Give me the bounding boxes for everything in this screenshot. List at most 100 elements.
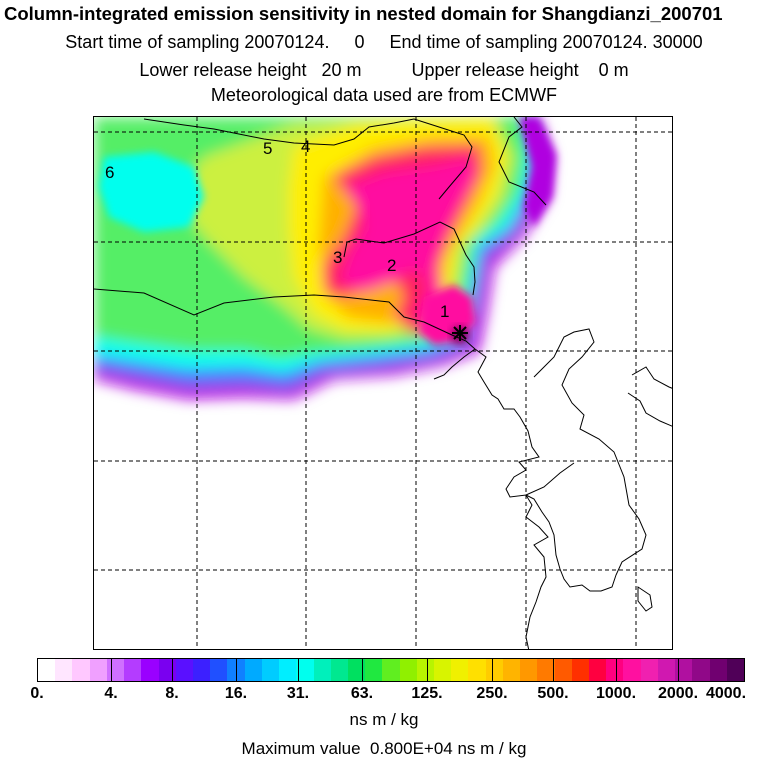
coastlines-borders — [94, 117, 672, 649]
color-scale-tick — [111, 658, 112, 682]
color-scale-segment — [468, 659, 486, 681]
scale-label: 2000. — [657, 685, 699, 702]
figure-title: Column-integrated emission sensitivity i… — [4, 3, 723, 24]
color-scale-segment — [416, 659, 435, 681]
color-scale-segment — [640, 659, 658, 681]
border-line — [343, 221, 476, 296]
scale-label: 500. — [537, 685, 569, 702]
color-scale-segment — [210, 659, 228, 681]
color-scale-segment — [657, 659, 676, 681]
color-scale-segment — [623, 659, 641, 681]
color-scale-segment — [175, 659, 193, 681]
color-scale-segment — [502, 659, 521, 681]
color-scale-segment — [141, 659, 159, 681]
lat-lon-grid — [94, 117, 672, 649]
color-scale-tick — [553, 658, 554, 682]
coastline — [474, 348, 549, 649]
field-purple-fringe-right — [519, 117, 556, 227]
border-line — [143, 118, 415, 146]
color-scale-segment — [158, 659, 176, 681]
color-scale-bar — [37, 658, 745, 682]
sensitivity-field — [94, 117, 556, 399]
color-scale-labels: 0. 4. 8. 16. 31. 63. 125. 250. 500. 1000… — [0, 685, 768, 707]
coastline-japan — [631, 366, 672, 389]
scale-label: 250. — [476, 685, 508, 702]
color-scale-segment — [692, 659, 710, 681]
scale-label: 1000. — [595, 685, 637, 702]
scale-label: 4. — [104, 685, 118, 702]
color-scale-segment — [571, 659, 589, 681]
color-scale-segment — [124, 659, 142, 681]
color-scale-segment — [726, 659, 744, 681]
color-scale-segment — [55, 659, 73, 681]
color-scale-segment — [279, 659, 297, 681]
scale-label: 125. — [411, 685, 443, 702]
coastline-japan — [627, 392, 672, 427]
coastline-korea — [525, 328, 647, 592]
color-scale-segment — [192, 659, 211, 681]
scale-label: 8. — [165, 685, 179, 702]
color-scale-tick — [298, 658, 299, 682]
color-scale-segment — [399, 659, 417, 681]
color-scale-segment — [589, 659, 607, 681]
release-label-1: 1 — [440, 302, 449, 321]
release-label-2: 2 — [387, 256, 396, 275]
release-height-line: Lower release height 20 m Upper release … — [139, 60, 629, 80]
map-canvas: 1 2 3 4 5 6 — [94, 117, 672, 649]
color-scale-segment — [106, 659, 125, 681]
color-scale-segment — [537, 659, 555, 681]
scale-label: 4000. — [705, 685, 747, 702]
field-magenta-plume — [339, 157, 474, 327]
color-scale-segment — [520, 659, 538, 681]
scale-label: 63. — [350, 685, 374, 702]
coastline — [433, 348, 476, 380]
color-scale-segment — [330, 659, 348, 681]
color-scale-tick — [362, 658, 363, 682]
color-scale-segment — [365, 659, 383, 681]
scale-label: 31. — [286, 685, 310, 702]
color-scale-segment — [261, 659, 280, 681]
scale-label: 16. — [224, 685, 248, 702]
color-scale-segment — [709, 659, 727, 681]
release-label-3: 3 — [333, 248, 342, 267]
color-scale-segment — [313, 659, 331, 681]
color-scale-segment — [675, 659, 693, 681]
color-scale-legend — [37, 658, 745, 682]
color-scale-segment — [485, 659, 503, 681]
release-label-4: 4 — [301, 137, 310, 156]
color-scale-segment — [606, 659, 624, 681]
color-scale-segment — [347, 659, 366, 681]
release-label-5: 5 — [263, 139, 272, 158]
color-scale-segment — [38, 659, 56, 681]
color-scale-tick — [616, 658, 617, 682]
color-scale-segment — [89, 659, 107, 681]
color-scale-segment — [296, 659, 314, 681]
field-cyan-lobe — [99, 152, 204, 232]
border-line — [525, 462, 575, 496]
sampling-time-line: Start time of sampling 20070124. 0 End t… — [65, 32, 703, 52]
color-scale-tick — [678, 658, 679, 682]
sensitivity-map: 1 2 3 4 5 6 — [93, 116, 673, 650]
color-scale-segment — [451, 659, 469, 681]
color-scale-segment — [382, 659, 400, 681]
color-scale-tick — [492, 658, 493, 682]
met-data-line: Meteorological data used are from ECMWF — [210, 85, 558, 105]
coastline-island — [637, 586, 653, 612]
color-scale-segment — [434, 659, 452, 681]
scale-label: 0. — [30, 685, 44, 702]
color-scale-segment — [244, 659, 262, 681]
maximum-value-note: Maximum value 0.800E+04 ns m / kg — [241, 739, 527, 758]
border-line — [94, 288, 476, 350]
scale-units: ns m / kg — [349, 710, 419, 729]
color-scale-segment — [554, 659, 572, 681]
release-point-marker — [452, 325, 468, 341]
border-line — [413, 118, 473, 200]
color-scale-tick — [172, 658, 173, 682]
border-line — [498, 117, 547, 206]
color-scale-tick — [236, 658, 237, 682]
release-label-6: 6 — [105, 163, 114, 182]
release-labels: 1 2 3 4 5 6 — [105, 137, 449, 321]
color-scale-segment — [72, 659, 90, 681]
color-scale-tick — [427, 658, 428, 682]
